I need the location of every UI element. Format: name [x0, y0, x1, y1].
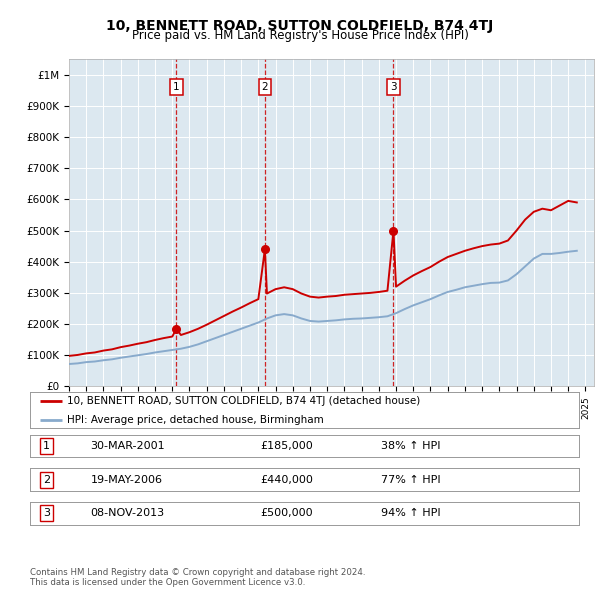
Text: 30-MAR-2001: 30-MAR-2001	[91, 441, 165, 451]
Text: 94% ↑ HPI: 94% ↑ HPI	[382, 509, 441, 518]
Text: HPI: Average price, detached house, Birmingham: HPI: Average price, detached house, Birm…	[67, 415, 323, 425]
Text: £185,000: £185,000	[260, 441, 313, 451]
Text: £440,000: £440,000	[260, 475, 313, 484]
Text: 1: 1	[173, 82, 180, 92]
Text: 2: 2	[43, 475, 50, 484]
Text: 3: 3	[43, 509, 50, 518]
Text: 38% ↑ HPI: 38% ↑ HPI	[382, 441, 441, 451]
Text: 77% ↑ HPI: 77% ↑ HPI	[382, 475, 441, 484]
Text: 3: 3	[390, 82, 397, 92]
Text: 2: 2	[262, 82, 268, 92]
Text: 10, BENNETT ROAD, SUTTON COLDFIELD, B74 4TJ: 10, BENNETT ROAD, SUTTON COLDFIELD, B74 …	[106, 19, 494, 33]
Text: 10, BENNETT ROAD, SUTTON COLDFIELD, B74 4TJ (detached house): 10, BENNETT ROAD, SUTTON COLDFIELD, B74 …	[67, 396, 420, 406]
Text: 19-MAY-2006: 19-MAY-2006	[91, 475, 163, 484]
Text: 08-NOV-2013: 08-NOV-2013	[91, 509, 164, 518]
Text: Contains HM Land Registry data © Crown copyright and database right 2024.
This d: Contains HM Land Registry data © Crown c…	[30, 568, 365, 587]
Text: £500,000: £500,000	[260, 509, 313, 518]
Text: 1: 1	[43, 441, 50, 451]
Text: Price paid vs. HM Land Registry's House Price Index (HPI): Price paid vs. HM Land Registry's House …	[131, 30, 469, 42]
